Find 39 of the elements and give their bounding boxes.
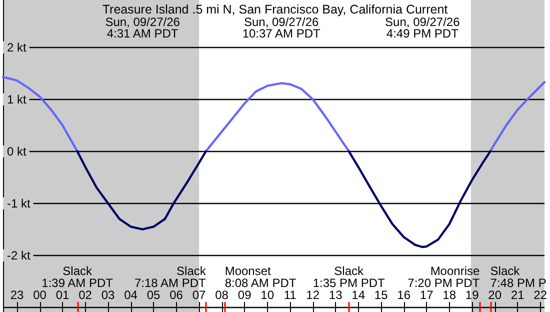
x-tick-label: 17 (420, 288, 434, 302)
ref-line-label: Slack 1:35 PM PDT (312, 264, 386, 290)
x-tick-label: 21 (510, 288, 525, 302)
y-tick-label: -1 kt (7, 196, 32, 210)
x-tick-label: 00 (33, 288, 47, 302)
x-tick-label: 09 (238, 288, 252, 302)
x-tick-label: 19 (465, 288, 480, 302)
ref-line-label: Slack 7:18 AM PDT (134, 264, 207, 290)
x-tick-label: 23 (10, 288, 24, 302)
x-tick-label: 18 (442, 288, 456, 302)
x-tick-label: 07 (192, 288, 206, 302)
ref-line-label: Slack 7:48 PM P (490, 264, 546, 290)
x-tick-label: 16 (397, 288, 411, 302)
ref-line-label: Moonrise 7:20 PM PDT (408, 264, 480, 290)
x-tick-label: 04 (124, 288, 138, 302)
ref-line-label: Slack 1:39 AM PDT (42, 264, 114, 290)
y-tick-label: 2 kt (7, 40, 28, 54)
x-tick-label: 11 (284, 288, 297, 302)
x-tick-label: 06 (170, 288, 184, 302)
x-tick-label: 22 (534, 288, 548, 302)
x-tick-label: 10 (260, 288, 274, 302)
x-tick-label: 13 (328, 288, 343, 302)
x-tick-label: 03 (101, 288, 116, 302)
x2-tick-label: Sun, 09/27/26 10:37 AM PDT (242, 14, 322, 40)
x-tick-label: 12 (306, 288, 320, 302)
y-tick-label: 1 kt (7, 92, 28, 106)
x-tick-label: 15 (374, 288, 388, 302)
x-tick-label: 14 (352, 288, 366, 302)
y-tick-label: 0 kt (7, 144, 28, 158)
y-tick-label: -2 kt (7, 248, 32, 262)
x-tick-label: 20 (488, 288, 502, 302)
x2-tick-label: Sun, 09/27/26 4:31 AM PDT (105, 14, 180, 40)
x2-tick-label: Sun, 09/27/26 4:49 PM PDT (385, 14, 460, 40)
x-tick-label: 01 (56, 288, 70, 302)
chart-title: Treasure Island .5 mi N, San Francisco Bay, California Current (102, 2, 448, 16)
x-tick-label: 08 (215, 288, 229, 302)
x-tick-label: 02 (78, 288, 92, 302)
x-tick-label: 05 (146, 288, 161, 302)
ref-line-label: Moonset 8:08 AM PDT (224, 264, 297, 290)
